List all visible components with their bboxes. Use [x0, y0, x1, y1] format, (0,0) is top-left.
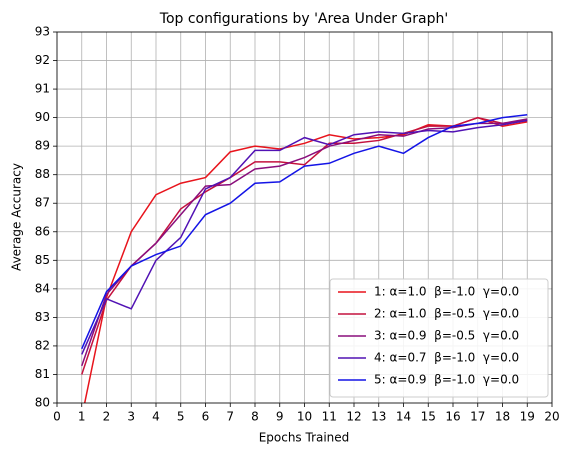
- x-tick-label: 9: [276, 410, 284, 424]
- legend-label: 5: α=0.9 β=-1.0 γ=0.0: [374, 373, 519, 387]
- series-line: [81, 118, 528, 367]
- x-tick-label: 11: [322, 410, 337, 424]
- legend-label: 2: α=1.0 β=-0.5 γ=0.0: [374, 307, 519, 321]
- y-tick-label: 93: [35, 25, 50, 39]
- y-tick-label: 82: [35, 338, 50, 352]
- x-tick-label: 0: [53, 410, 61, 424]
- series-line: [81, 119, 528, 355]
- x-tick-label: 15: [421, 410, 436, 424]
- chart-title: Top configurations by 'Area Under Graph': [159, 11, 448, 27]
- x-tick-label: 1: [78, 410, 86, 424]
- x-tick-label: 17: [470, 410, 485, 424]
- series-line: [81, 114, 528, 350]
- x-tick-label: 3: [127, 410, 135, 424]
- y-tick-label: 89: [35, 139, 50, 153]
- x-tick-label: 8: [251, 410, 259, 424]
- legend-box: [329, 278, 549, 398]
- x-tick-label: 16: [445, 410, 460, 424]
- y-tick-label: 92: [35, 53, 50, 67]
- x-tick-label: 13: [371, 410, 386, 424]
- y-tick-label: 81: [35, 367, 50, 381]
- x-tick-label: 4: [152, 410, 160, 424]
- x-tick-label: 18: [495, 410, 510, 424]
- y-tick-label: 83: [35, 310, 50, 324]
- y-tick-label: 80: [35, 396, 50, 410]
- legend-label: 1: α=1.0 β=-1.0 γ=0.0: [374, 285, 519, 299]
- y-axis-label: Average Accuracy: [10, 163, 24, 271]
- x-tick-label: 12: [346, 410, 361, 424]
- y-tick-label: 91: [35, 82, 50, 96]
- y-tick-label: 87: [35, 196, 50, 210]
- x-tick-label: 20: [544, 410, 559, 424]
- x-tick-label: 2: [103, 410, 111, 424]
- y-tick-label: 88: [35, 167, 50, 181]
- x-tick-label: 5: [177, 410, 185, 424]
- x-tick-label: 19: [520, 410, 535, 424]
- plot-frame: [56, 31, 553, 404]
- x-tick-label: 10: [297, 410, 312, 424]
- y-tick-label: 85: [35, 253, 50, 267]
- x-axis-label: Epochs Trained: [259, 431, 350, 445]
- legend-label: 4: α=0.7 β=-1.0 γ=0.0: [374, 351, 519, 365]
- x-tick-label: 6: [202, 410, 210, 424]
- x-tick-label: 14: [396, 410, 411, 424]
- legend-label: 3: α=0.9 β=-0.5 γ=0.0: [374, 329, 519, 343]
- y-tick-label: 90: [35, 110, 50, 124]
- x-tick-label: 7: [226, 410, 234, 424]
- y-tick-label: 86: [35, 224, 50, 238]
- y-tick-label: 84: [35, 281, 50, 295]
